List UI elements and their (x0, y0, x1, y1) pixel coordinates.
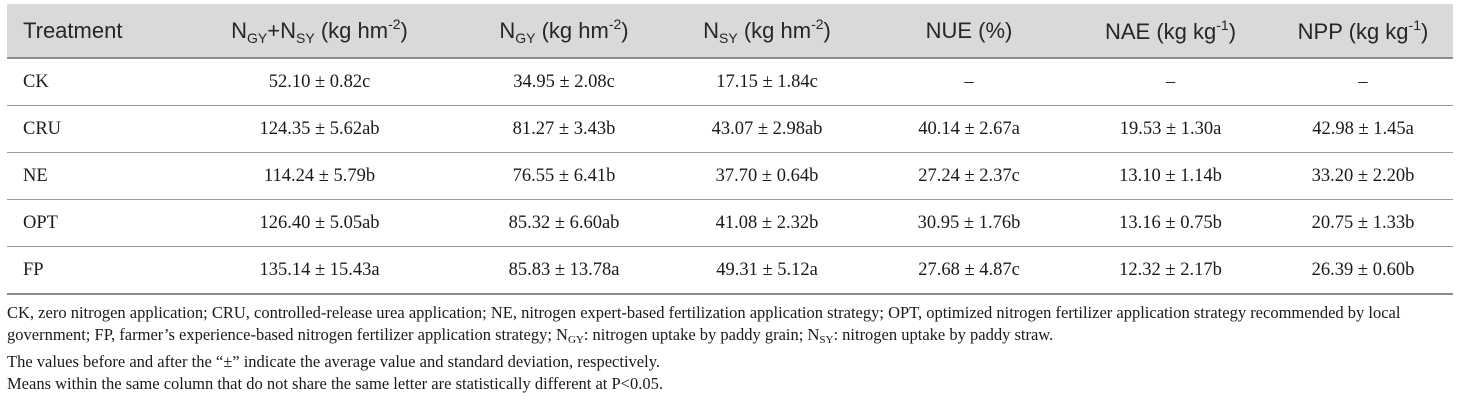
header-part-sub-1: SY (719, 29, 738, 46)
cell-npp: 33.20 ± 2.20b (1273, 152, 1453, 200)
cell-nae: 12.32 ± 2.17b (1068, 246, 1273, 295)
table-row: CRU 124.35 ± 5.62ab 81.27 ± 3.43b 43.07 … (7, 105, 1453, 153)
cell-total-uptake: 124.35 ± 5.62ab (175, 105, 464, 153)
header-part-sub-1: GY (247, 29, 268, 46)
header-part-text-4: ) (823, 17, 831, 43)
header-part-text-0: N (231, 17, 248, 43)
cell-straw-uptake: 49.31 ± 5.12a (664, 246, 870, 295)
cell-nae: – (1068, 58, 1273, 106)
cell-nue: 40.14 ± 2.67a (870, 105, 1068, 153)
header-grain-uptake: NGY (kg hm-2) (464, 4, 664, 59)
cell-treatment: OPT (7, 199, 175, 247)
header-part-text-0: N (499, 17, 516, 43)
table-row: FP 135.14 ± 15.43a 85.83 ± 13.78a 49.31 … (7, 246, 1453, 295)
cell-total-uptake: 135.14 ± 15.43a (175, 246, 464, 295)
table-header-row: Treatment NGY+NSY (kg hm-2) NGY (kg hm-2… (7, 4, 1453, 59)
cell-nue: 27.68 ± 4.87c (870, 246, 1068, 295)
cell-nae: 19.53 ± 1.30a (1068, 105, 1273, 153)
footnote-values: The values before and after the “±” indi… (7, 352, 661, 371)
header-part-sup-1: -1 (1216, 16, 1229, 33)
cell-total-uptake: 52.10 ± 0.82c (175, 58, 464, 106)
cell-grain-uptake: 85.32 ± 6.60ab (464, 199, 664, 247)
note-part-sub-1: GY (567, 334, 584, 346)
header-part-text-2: ) (1420, 18, 1429, 44)
cell-npp: 42.98 ± 1.45a (1273, 105, 1453, 153)
cell-nue: – (870, 58, 1068, 106)
cell-straw-uptake: 17.15 ± 1.84c (664, 58, 870, 106)
cell-grain-uptake: 76.55 ± 6.41b (464, 152, 664, 200)
header-part-text-2: ) (1228, 18, 1237, 44)
results-table: Treatment NGY+NSY (kg hm-2) NGY (kg hm-2… (7, 4, 1453, 295)
header-nae: NAE (kg kg-1) (1068, 4, 1273, 59)
cell-grain-uptake: 34.95 ± 2.08c (464, 58, 664, 106)
cell-treatment: NE (7, 152, 175, 200)
cell-nue: 27.24 ± 2.37c (870, 152, 1068, 200)
header-part-text-0: NPP (kg kg (1297, 18, 1409, 44)
cell-treatment: FP (7, 246, 175, 295)
header-part-text-0: NAE (kg kg (1104, 18, 1217, 44)
header-treatment: Treatment (7, 4, 175, 59)
cell-npp: 20.75 ± 1.33b (1273, 199, 1453, 247)
header-part-sup-3: -2 (811, 15, 824, 32)
cell-npp: – (1273, 58, 1453, 106)
header-npp: NPP (kg kg-1) (1273, 4, 1453, 59)
header-part-text-0: NUE (%) (925, 17, 1013, 43)
cell-straw-uptake: 41.08 ± 2.32b (664, 199, 870, 247)
header-straw-uptake: NSY (kg hm-2) (664, 4, 870, 59)
header-part-sup-1: -1 (1408, 16, 1421, 33)
header-total-uptake: NGY+NSY (kg hm-2) (175, 4, 464, 59)
header-part-sup-5: -2 (388, 15, 401, 32)
cell-nae: 13.16 ± 0.75b (1068, 199, 1273, 247)
cell-treatment: CK (7, 58, 175, 106)
note-part-sub-3: SY (819, 334, 834, 346)
header-part-text-0: N (703, 17, 720, 43)
cell-straw-uptake: 37.70 ± 0.64b (664, 152, 870, 200)
cell-nae: 13.10 ± 1.14b (1068, 152, 1273, 200)
header-part-text-4: (kg hm (314, 17, 389, 43)
table-row: CK 52.10 ± 0.82c 34.95 ± 2.08c 17.15 ± 1… (7, 58, 1453, 106)
table-row: OPT 126.40 ± 5.05ab 85.32 ± 6.60ab 41.08… (7, 199, 1453, 247)
footnote-significance: Means within the same column that do not… (7, 374, 663, 393)
header-part-sup-3: -2 (608, 15, 622, 32)
table-row: NE 114.24 ± 5.79b 76.55 ± 6.41b 37.70 ± … (7, 152, 1453, 200)
cell-total-uptake: 126.40 ± 5.05ab (175, 199, 464, 247)
header-part-sub-3: SY (296, 29, 315, 46)
cell-nue: 30.95 ± 1.76b (870, 199, 1068, 247)
cell-grain-uptake: 81.27 ± 3.43b (464, 105, 664, 153)
header-part-text-2: (kg hm (535, 17, 609, 43)
cell-npp: 26.39 ± 0.60b (1273, 246, 1453, 295)
note-part-text-0: CK, zero nitrogen application; CRU, cont… (7, 303, 1401, 344)
cell-straw-uptake: 43.07 ± 2.98ab (664, 105, 870, 153)
table-footnotes: CK, zero nitrogen application; CRU, cont… (7, 302, 1453, 395)
cell-total-uptake: 114.24 ± 5.79b (175, 152, 464, 200)
table-container: Treatment NGY+NSY (kg hm-2) NGY (kg hm-2… (7, 4, 1453, 395)
footnote-abbreviations: CK, zero nitrogen application; CRU, cont… (7, 302, 1453, 351)
header-part-text-2: (kg hm (737, 17, 812, 43)
note-part-text-4: : nitrogen uptake by paddy straw. (833, 325, 1054, 344)
header-part-text-6: ) (400, 17, 408, 43)
header-nue: NUE (%) (870, 4, 1068, 59)
header-part-text-4: ) (621, 17, 629, 43)
cell-treatment: CRU (7, 105, 175, 153)
header-part-text-2: +N (267, 17, 297, 43)
note-part-text-2: : nitrogen uptake by paddy grain; N (583, 325, 820, 344)
cell-grain-uptake: 85.83 ± 13.78a (464, 246, 664, 295)
header-part-sub-1: GY (515, 29, 536, 46)
